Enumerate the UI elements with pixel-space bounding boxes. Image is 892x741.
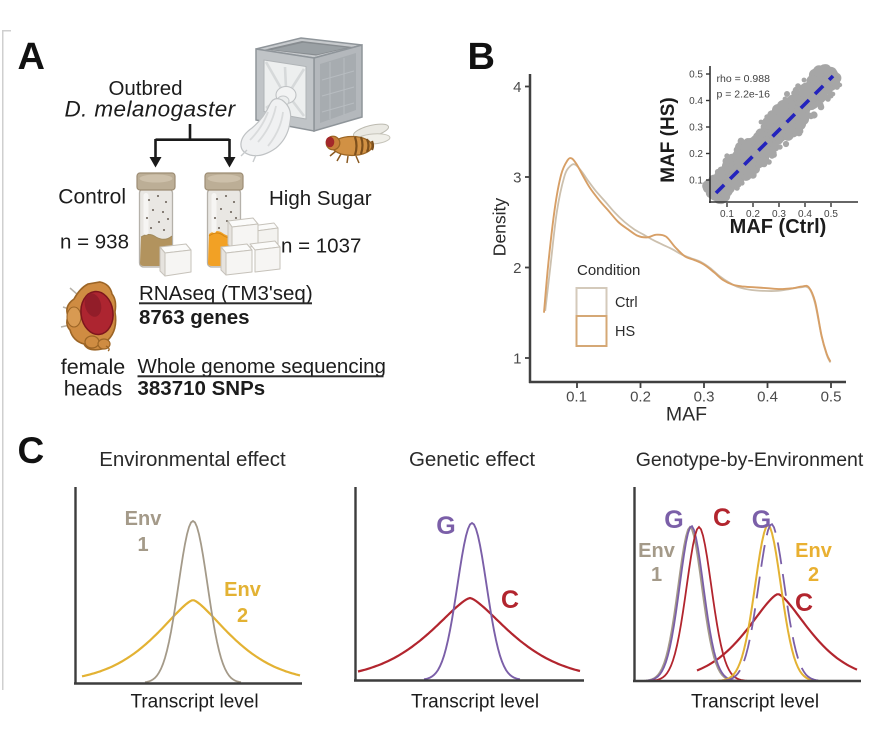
svg-text:RNAseq (TM3'seq): RNAseq (TM3'seq) bbox=[139, 282, 313, 305]
svg-text:8763 genes: 8763 genes bbox=[139, 306, 250, 329]
svg-text:Whole genome sequencing: Whole genome sequencing bbox=[138, 355, 386, 378]
svg-text:0.2: 0.2 bbox=[746, 209, 760, 220]
svg-text:1: 1 bbox=[513, 351, 521, 368]
svg-text:B: B bbox=[468, 36, 495, 78]
svg-text:0.4: 0.4 bbox=[689, 96, 703, 107]
svg-text:G: G bbox=[436, 512, 455, 540]
svg-text:4: 4 bbox=[513, 79, 521, 96]
svg-text:HS: HS bbox=[615, 324, 635, 340]
svg-text:2: 2 bbox=[513, 260, 521, 277]
svg-text:Transcript level: Transcript level bbox=[411, 692, 539, 713]
svg-text:0.2: 0.2 bbox=[630, 389, 651, 406]
svg-text:female: female bbox=[61, 355, 126, 379]
svg-text:0.3: 0.3 bbox=[694, 389, 715, 406]
svg-text:Env: Env bbox=[638, 540, 676, 562]
svg-text:n = 1037: n = 1037 bbox=[281, 235, 361, 258]
svg-text:n = 938: n = 938 bbox=[60, 231, 129, 254]
svg-text:0.5: 0.5 bbox=[821, 389, 842, 406]
svg-text:2: 2 bbox=[808, 564, 819, 586]
svg-text:0.1: 0.1 bbox=[689, 176, 703, 187]
svg-text:MAF (Ctrl): MAF (Ctrl) bbox=[730, 216, 827, 238]
svg-text:Genetic effect: Genetic effect bbox=[409, 448, 535, 471]
svg-text:383710 SNPs: 383710 SNPs bbox=[138, 377, 266, 400]
svg-text:MAF: MAF bbox=[666, 404, 707, 426]
svg-text:0.1: 0.1 bbox=[566, 389, 587, 406]
svg-text:C: C bbox=[795, 589, 813, 617]
svg-text:C: C bbox=[18, 430, 45, 471]
svg-text:Ctrl: Ctrl bbox=[615, 295, 638, 311]
svg-text:Environmental effect: Environmental effect bbox=[99, 448, 286, 471]
svg-text:1: 1 bbox=[137, 534, 148, 556]
svg-text:0.2: 0.2 bbox=[689, 149, 703, 160]
svg-text:0.5: 0.5 bbox=[689, 70, 703, 81]
svg-text:3: 3 bbox=[513, 170, 521, 187]
svg-text:MAF (HS): MAF (HS) bbox=[658, 97, 679, 182]
svg-text:Env: Env bbox=[125, 508, 163, 530]
svg-text:A: A bbox=[18, 36, 45, 78]
svg-text:0.4: 0.4 bbox=[798, 209, 812, 220]
svg-text:Outbred: Outbred bbox=[108, 77, 182, 100]
svg-text:Env: Env bbox=[224, 579, 262, 601]
svg-text:Condition: Condition bbox=[577, 262, 640, 279]
svg-text:G: G bbox=[752, 506, 771, 534]
svg-text:Transcript level: Transcript level bbox=[130, 692, 258, 713]
svg-text:C: C bbox=[713, 504, 731, 532]
svg-text:1: 1 bbox=[651, 564, 662, 586]
svg-text:rho = 0.988: rho = 0.988 bbox=[717, 73, 771, 85]
svg-text:0.3: 0.3 bbox=[689, 123, 703, 134]
svg-text:Genotype-by-Environment: Genotype-by-Environment bbox=[636, 449, 864, 471]
svg-text:G: G bbox=[664, 506, 683, 534]
svg-text:Env: Env bbox=[795, 540, 833, 562]
svg-text:0.4: 0.4 bbox=[757, 389, 778, 406]
svg-text:0.1: 0.1 bbox=[720, 209, 734, 220]
svg-text:0.3: 0.3 bbox=[772, 209, 786, 220]
svg-text:2: 2 bbox=[237, 605, 248, 627]
svg-text:D. melanogaster: D. melanogaster bbox=[64, 97, 236, 122]
svg-text:Transcript level: Transcript level bbox=[691, 692, 819, 713]
svg-text:Control: Control bbox=[58, 186, 126, 209]
svg-text:heads: heads bbox=[64, 377, 123, 401]
svg-text:C: C bbox=[501, 586, 519, 614]
svg-text:High Sugar: High Sugar bbox=[269, 187, 372, 210]
svg-text:Density: Density bbox=[490, 198, 510, 257]
svg-text:p = 2.2e-16: p = 2.2e-16 bbox=[717, 89, 771, 101]
svg-text:0.5: 0.5 bbox=[824, 209, 838, 220]
